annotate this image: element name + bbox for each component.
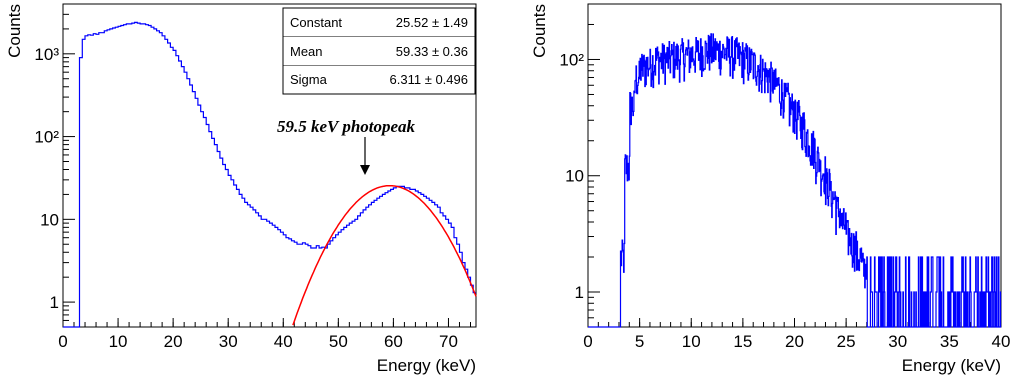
stats-value: 25.52 ± 1.49 (396, 15, 468, 30)
photopeak-arrow (360, 137, 370, 175)
x-tick-label: 5 (635, 332, 644, 351)
stats-name: Sigma (290, 72, 328, 87)
stats-name: Constant (290, 15, 342, 30)
left-marks (63, 21, 477, 328)
left-stats-box: Constant 25.52 ± 1.49 Mean 59.33 ± 0.36 … (282, 7, 476, 95)
y-tick-label: 10³ (34, 45, 59, 64)
y-tick-label: 10² (559, 50, 584, 69)
x-tick-label: 10 (682, 332, 701, 351)
left-y-axis-label: Counts (5, 4, 24, 58)
y-tick-label: 10 (565, 167, 584, 186)
left-axis-ticks: 0 10 20 30 40 50 60 70 1 10 10² 10³ (34, 3, 471, 351)
y-tick-label: 1 (50, 293, 59, 312)
y-tick-label: 1 (575, 283, 584, 302)
stats-box-frame (282, 7, 476, 95)
right-marks (588, 33, 1002, 328)
photopeak-annotation: 59.5 keV photopeak (277, 117, 416, 136)
histogram-line (588, 33, 1002, 328)
histogram-line (63, 21, 476, 328)
x-tick-label: 0 (583, 332, 592, 351)
x-tick-label: 10 (109, 332, 128, 351)
x-tick-label: 20 (164, 332, 183, 351)
x-tick-label: 50 (329, 332, 348, 351)
x-tick-label: 40 (992, 332, 1011, 351)
x-tick-label: 35 (940, 332, 959, 351)
right-x-axis-label: Energy (keV) (902, 356, 1001, 375)
stats-value: 59.33 ± 0.36 (396, 44, 468, 59)
stats-name: Mean (290, 44, 323, 59)
right-panel: 0 5 10 15 20 25 30 35 40 1 10 10² Energy (keV) Coun… (530, 3, 1011, 375)
x-tick-label: 20 (785, 332, 804, 351)
left-x-axis-label: Energy (keV) (377, 356, 476, 375)
gaussian-fit-curve (292, 184, 477, 326)
y-tick-label: 10² (34, 128, 59, 147)
x-tick-label: 70 (439, 332, 458, 351)
stats-value: 6.311 ± 0.496 (390, 72, 468, 87)
left-panel: 0 10 20 30 40 50 60 70 1 10 10² 10³ Energy (keV) Co… (5, 3, 477, 375)
x-tick-label: 15 (733, 332, 752, 351)
x-tick-label: 25 (837, 332, 856, 351)
x-tick-label: 60 (384, 332, 403, 351)
x-tick-label: 0 (58, 332, 67, 351)
x-tick-label: 40 (274, 332, 293, 351)
x-tick-label: 30 (888, 332, 907, 351)
y-tick-label: 10 (40, 210, 59, 229)
right-y-axis-label: Counts (530, 4, 549, 58)
x-tick-label: 30 (219, 332, 238, 351)
